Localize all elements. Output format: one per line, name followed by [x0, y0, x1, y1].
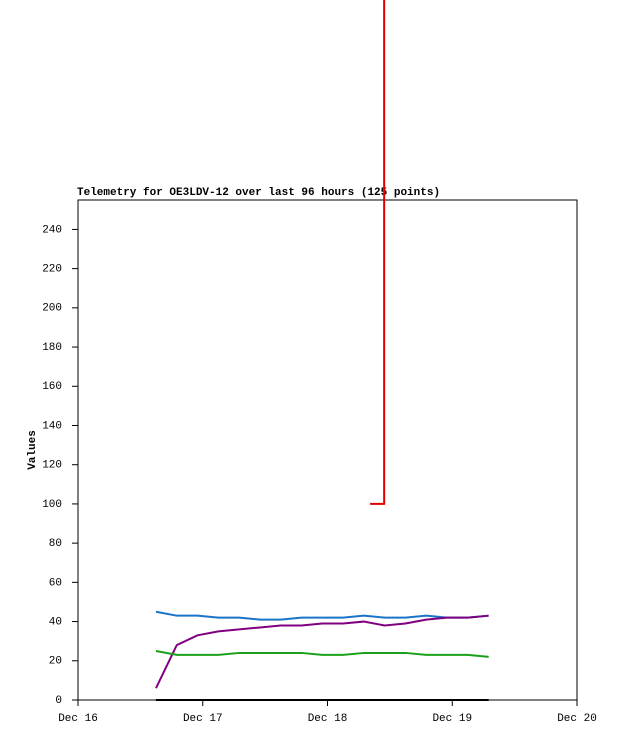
- y-tick-label: 120: [42, 460, 62, 472]
- x-tick-label: Dec 18: [308, 713, 348, 725]
- y-tick-label: 240: [42, 224, 62, 236]
- chart-title: Telemetry for OE3LDV-12 over last 96 hou…: [77, 187, 440, 199]
- x-tick-label: Dec 17: [183, 713, 223, 725]
- y-tick-label: 80: [49, 538, 62, 550]
- y-tick-label: 20: [49, 656, 62, 668]
- series-line: [155, 649, 489, 658]
- x-tick-label: Dec 16: [58, 713, 98, 725]
- x-tick-label: Dec 20: [557, 713, 597, 725]
- y-tick-label: 220: [42, 264, 62, 276]
- y-tick-label: 180: [42, 342, 62, 354]
- y-tick-label: 100: [42, 499, 62, 511]
- series-line: [370, 0, 386, 505]
- y-tick-label: 200: [42, 303, 62, 315]
- y-tick-label: 40: [49, 616, 62, 628]
- y-axis-label: Values: [27, 430, 39, 470]
- series-line: [155, 614, 489, 689]
- series-line: [155, 610, 489, 621]
- plot-frame: [77, 199, 578, 701]
- y-tick-label: 140: [42, 420, 62, 432]
- y-tick-label: 0: [55, 695, 62, 707]
- x-tick-label: Dec 19: [432, 713, 472, 725]
- y-tick-label: 160: [42, 381, 62, 393]
- y-tick-label: 60: [49, 577, 62, 589]
